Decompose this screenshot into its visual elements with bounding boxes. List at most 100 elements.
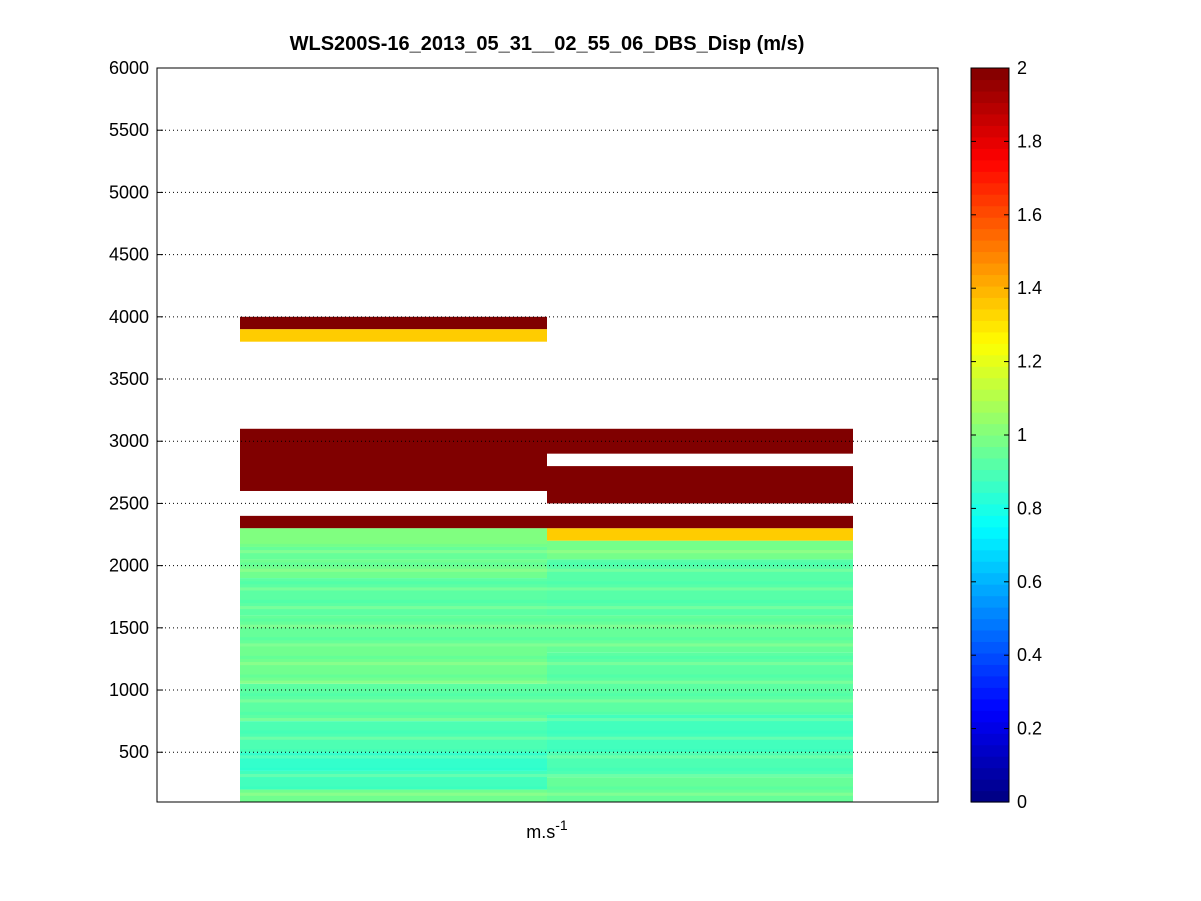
heatmap-band bbox=[240, 693, 547, 697]
y-tick-label: 4000 bbox=[109, 307, 149, 327]
heatmap-cell bbox=[240, 329, 547, 342]
colorbar-step bbox=[971, 251, 1009, 264]
colorbar-step bbox=[971, 526, 1009, 539]
heatmap-cell bbox=[547, 515, 853, 529]
heatmap-cell bbox=[547, 466, 853, 504]
colorbar-tick-label: 2 bbox=[1017, 58, 1027, 78]
heatmap-band bbox=[240, 637, 547, 641]
heatmap-cell bbox=[240, 515, 547, 529]
colorbar-step bbox=[971, 744, 1009, 757]
heatmap-band bbox=[547, 680, 853, 684]
heatmap-band bbox=[547, 637, 853, 641]
heatmap-cell bbox=[547, 615, 853, 653]
colorbar-step bbox=[971, 148, 1009, 161]
colorbar-tick-label: 0 bbox=[1017, 792, 1027, 812]
heatmap-band bbox=[240, 643, 547, 647]
heatmap-band bbox=[240, 538, 547, 541]
colorbar-tick-label: 1.4 bbox=[1017, 278, 1042, 298]
heatmap-band bbox=[547, 631, 853, 634]
y-tick-label: 3500 bbox=[109, 369, 149, 389]
heatmap-cell bbox=[547, 752, 853, 778]
heatmap-cell bbox=[240, 428, 547, 491]
heatmap-band bbox=[240, 762, 547, 765]
heatmap-band bbox=[547, 724, 853, 727]
heatmap-band bbox=[240, 736, 547, 740]
y-tick-label: 4500 bbox=[109, 245, 149, 265]
y-tick-label: 5500 bbox=[109, 120, 149, 140]
heatmap-band bbox=[547, 687, 853, 690]
colorbar-step bbox=[971, 675, 1009, 688]
heatmap-band bbox=[547, 624, 853, 628]
colorbar-step bbox=[971, 698, 1009, 711]
y-tick-label: 3000 bbox=[109, 431, 149, 451]
colorbar-step bbox=[971, 331, 1009, 344]
heatmap-band bbox=[547, 786, 853, 790]
colorbar-step bbox=[971, 629, 1009, 643]
colorbar-step bbox=[971, 354, 1009, 367]
colorbar-step bbox=[971, 480, 1009, 493]
heatmap-band bbox=[240, 730, 547, 734]
colorbar-step bbox=[971, 194, 1009, 207]
colorbar-step bbox=[971, 641, 1009, 654]
colorbar-step bbox=[971, 262, 1009, 276]
colorbar-tick-label: 1 bbox=[1017, 425, 1027, 445]
heatmap-band bbox=[547, 643, 853, 647]
heatmap-cell bbox=[240, 789, 547, 802]
heatmap-band bbox=[547, 706, 853, 709]
x-axis-label-superscript: -1 bbox=[555, 817, 568, 833]
heatmap-band bbox=[547, 556, 853, 559]
colorbar-step bbox=[971, 721, 1009, 734]
colorbar-step bbox=[971, 664, 1009, 677]
colorbar-step bbox=[971, 68, 1009, 81]
colorbar-step bbox=[971, 457, 1009, 471]
colorbar-step bbox=[971, 125, 1009, 138]
colorbar-step bbox=[971, 377, 1009, 390]
heatmap-band bbox=[240, 655, 547, 659]
colorbar-tick-label: 1.8 bbox=[1017, 131, 1042, 151]
heatmap-band bbox=[547, 699, 853, 703]
colorbar-step bbox=[971, 159, 1009, 172]
heatmap-band bbox=[240, 755, 547, 759]
colorbar-step bbox=[971, 595, 1009, 608]
heatmap-band bbox=[240, 774, 547, 778]
heatmap-band bbox=[547, 749, 853, 753]
heatmap-cell bbox=[240, 646, 547, 684]
heatmap-band bbox=[547, 618, 853, 622]
heatmap-band bbox=[240, 780, 547, 783]
colorbar-step bbox=[971, 343, 1009, 356]
heatmap-cell bbox=[240, 770, 547, 790]
heatmap-cell bbox=[547, 528, 853, 541]
colorbar-step bbox=[971, 423, 1009, 436]
colorbar-step bbox=[971, 549, 1009, 562]
heatmap-band bbox=[240, 792, 547, 796]
colorbar-step bbox=[971, 102, 1009, 115]
heatmap-cell bbox=[240, 316, 547, 330]
heatmap-band bbox=[240, 575, 547, 578]
heatmap-band bbox=[547, 767, 853, 771]
colorbar-step bbox=[971, 561, 1009, 574]
colorbar-step bbox=[971, 687, 1009, 700]
heatmap-cell bbox=[240, 546, 547, 560]
heatmap-band bbox=[240, 606, 547, 610]
y-tick-label: 1000 bbox=[109, 680, 149, 700]
heatmap-band bbox=[547, 743, 853, 746]
colorbar-tick-label: 0.4 bbox=[1017, 645, 1042, 665]
colorbar-step bbox=[971, 779, 1009, 792]
colorbar-step bbox=[971, 79, 1009, 92]
heatmap-band bbox=[547, 568, 853, 572]
heatmap-band bbox=[547, 650, 853, 653]
y-tick-label: 2500 bbox=[109, 493, 149, 513]
heatmap-band bbox=[240, 718, 547, 722]
colorbar: 0 0.2 0.4 0.6 0.8 1 1.2 1.4 1.6 1.8 2 bbox=[970, 58, 1042, 812]
heatmap-band bbox=[240, 711, 547, 715]
heatmap-band bbox=[240, 668, 547, 671]
y-tick-label: 1500 bbox=[109, 618, 149, 638]
colorbar-step bbox=[971, 90, 1009, 104]
colorbar-step bbox=[971, 412, 1009, 425]
colorbar-step bbox=[971, 733, 1009, 746]
heatmap-band bbox=[240, 624, 547, 628]
chart-title: WLS200S-16_2013_05_31__02_55_06_DBS_Disp… bbox=[290, 33, 805, 55]
colorbar-step bbox=[971, 136, 1009, 149]
heatmap-band bbox=[240, 568, 547, 572]
